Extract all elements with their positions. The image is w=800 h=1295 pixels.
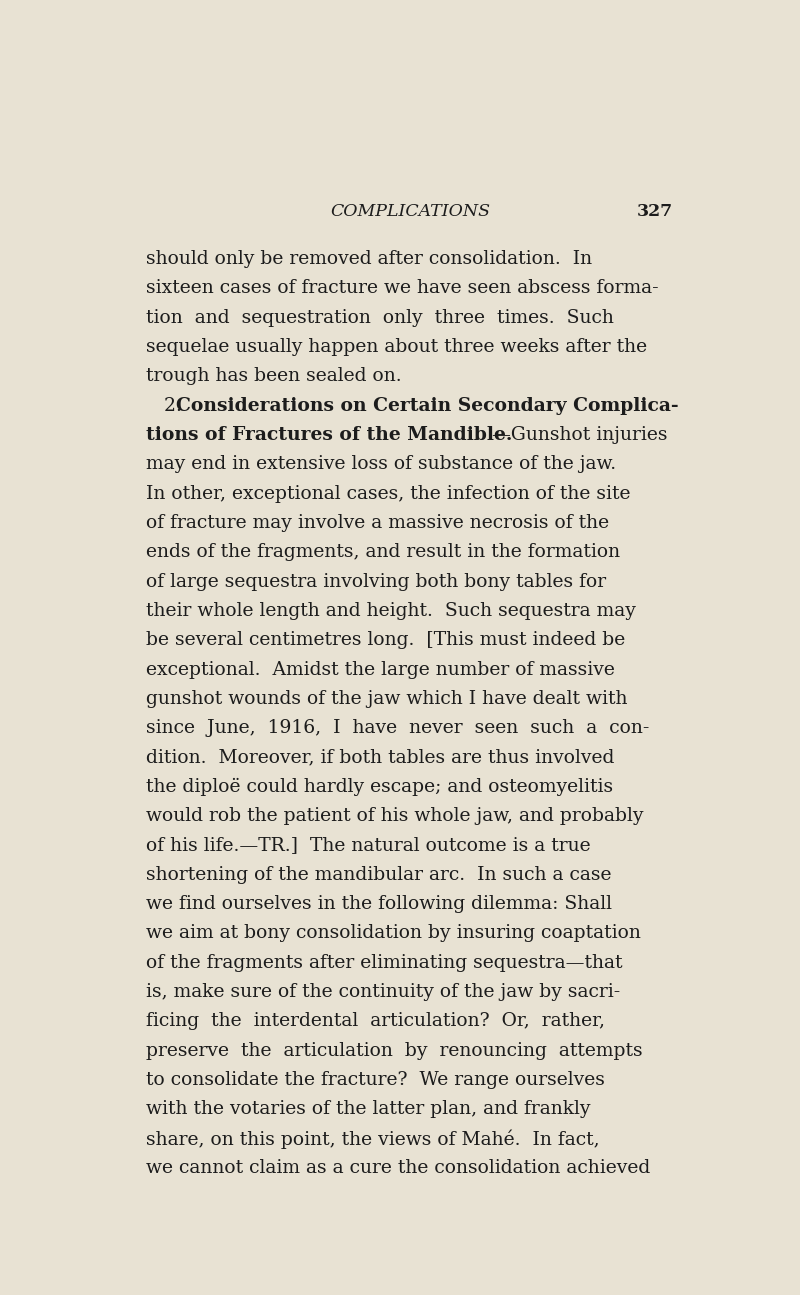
Text: to consolidate the fracture?  We range ourselves: to consolidate the fracture? We range ou… (146, 1071, 606, 1089)
Text: sequelae usually happen about three weeks after the: sequelae usually happen about three week… (146, 338, 648, 356)
Text: ends of the fragments, and result in the formation: ends of the fragments, and result in the… (146, 544, 621, 561)
Text: In other, exceptional cases, the infection of the site: In other, exceptional cases, the infecti… (146, 484, 631, 502)
Text: we aim at bony consolidation by insuring coaptation: we aim at bony consolidation by insuring… (146, 925, 642, 943)
Text: trough has been sealed on.: trough has been sealed on. (146, 368, 402, 386)
Text: preserve  the  articulation  by  renouncing  attempts: preserve the articulation by renouncing … (146, 1041, 643, 1059)
Text: 327: 327 (638, 203, 674, 220)
Text: share, on this point, the views of Mahé.  In fact,: share, on this point, the views of Mahé.… (146, 1129, 600, 1149)
Text: with the votaries of the latter plan, and frankly: with the votaries of the latter plan, an… (146, 1101, 591, 1119)
Text: dition.  Moreover, if both tables are thus involved: dition. Moreover, if both tables are thu… (146, 749, 615, 767)
Text: sixteen cases of fracture we have seen abscess forma-: sixteen cases of fracture we have seen a… (146, 280, 659, 298)
Text: since  June,  1916,  I  have  never  seen  such  a  con-: since June, 1916, I have never seen such… (146, 719, 650, 737)
Text: of fracture may involve a massive necrosis of the: of fracture may involve a massive necros… (146, 514, 610, 532)
Text: we find ourselves in the following dilemma: Shall: we find ourselves in the following dilem… (146, 895, 613, 913)
Text: tions of Fractures of the Mandible.: tions of Fractures of the Mandible. (146, 426, 513, 444)
Text: is, make sure of the continuity of the jaw by sacri-: is, make sure of the continuity of the j… (146, 983, 621, 1001)
Text: the diploë could hardly escape; and osteomyelitis: the diploë could hardly escape; and ost… (146, 778, 614, 796)
Text: we cannot claim as a cure the consolidation achieved: we cannot claim as a cure the consolidat… (146, 1159, 650, 1177)
Text: ficing  the  interdental  articulation?  Or,  rather,: ficing the interdental articulation? Or,… (146, 1013, 606, 1031)
Text: of large sequestra involving both bony tables for: of large sequestra involving both bony t… (146, 572, 606, 591)
Text: their whole length and height.  Such sequestra may: their whole length and height. Such sequ… (146, 602, 636, 620)
Text: shortening of the mandibular arc.  In such a case: shortening of the mandibular arc. In suc… (146, 866, 612, 883)
Text: —Gunshot injuries: —Gunshot injuries (493, 426, 668, 444)
Text: Considerations on Certain Secondary Complica-: Considerations on Certain Secondary Comp… (176, 396, 679, 414)
Text: 2.: 2. (146, 396, 188, 414)
Text: exceptional.  Amidst the large number of massive: exceptional. Amidst the large number of … (146, 660, 615, 679)
Text: would rob the patient of his whole jaw, and probably: would rob the patient of his whole jaw, … (146, 807, 644, 825)
Text: may end in extensive loss of substance of the jaw.: may end in extensive loss of substance o… (146, 456, 617, 474)
Text: COMPLICATIONS: COMPLICATIONS (330, 203, 490, 220)
Text: be several centimetres long.  [This must indeed be: be several centimetres long. [This must … (146, 631, 626, 649)
Text: should only be removed after consolidation.  In: should only be removed after consolidati… (146, 250, 593, 268)
Text: tion  and  sequestration  only  three  times.  Such: tion and sequestration only three times.… (146, 308, 614, 326)
Text: gunshot wounds of the jaw which I have dealt with: gunshot wounds of the jaw which I have d… (146, 690, 628, 708)
Text: of the fragments after eliminating sequestra—that: of the fragments after eliminating seque… (146, 953, 623, 971)
Text: of his life.—TR.]  The natural outcome is a true: of his life.—TR.] The natural outcome is… (146, 837, 591, 855)
